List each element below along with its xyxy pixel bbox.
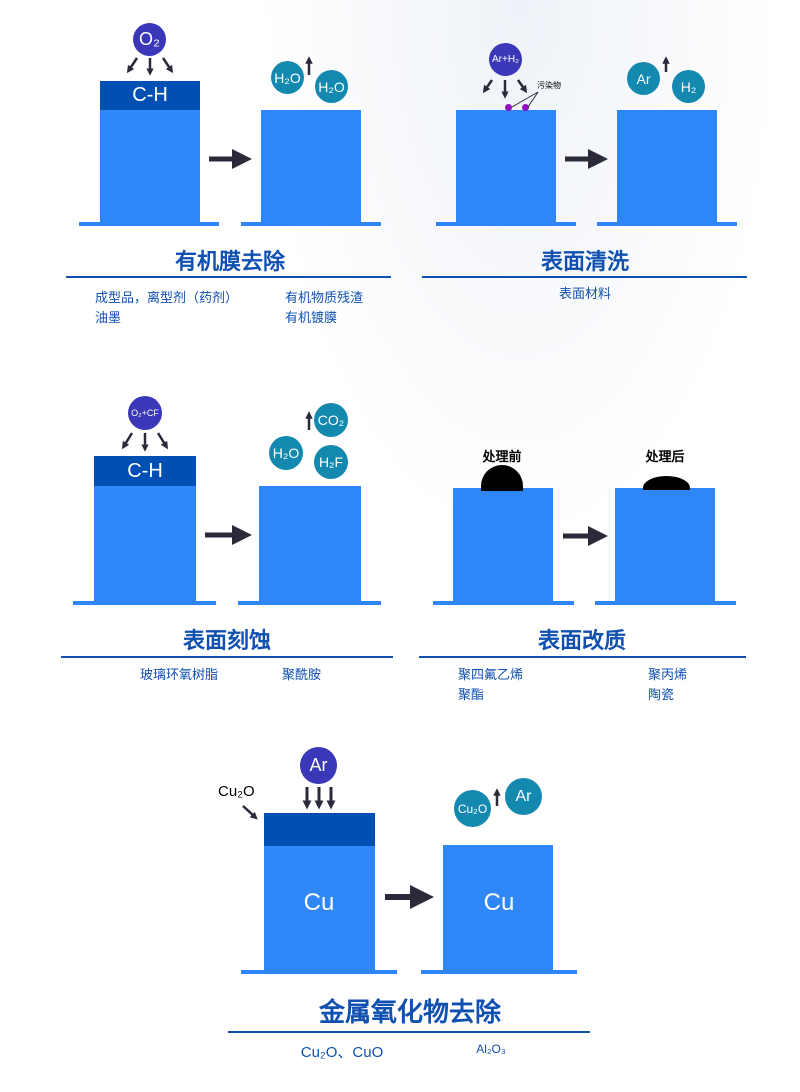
- reactant-molecule: O₂: [133, 23, 166, 56]
- film-layer: C-H: [100, 81, 200, 110]
- reactant-molecule: Ar+H₂: [489, 43, 522, 76]
- contaminant-dot: [505, 104, 512, 111]
- material-item: 聚丙烯: [648, 667, 688, 682]
- divider: [61, 656, 393, 658]
- product-molecule: Cu₂O: [454, 790, 491, 827]
- divider: [66, 276, 391, 278]
- base-line: [436, 222, 576, 226]
- material-item: 有机物质残渣: [285, 290, 364, 305]
- substrate-label: Cu: [303, 889, 335, 916]
- base-line: [421, 970, 577, 974]
- product-molecule: H₂: [672, 70, 705, 103]
- contaminant-dot: [522, 104, 529, 111]
- before-label: 处理前: [482, 449, 522, 464]
- substrate-block: [264, 846, 375, 971]
- substrate-block: [94, 486, 196, 602]
- droplet-after: [643, 476, 690, 490]
- pointer-line: [511, 91, 539, 108]
- substrate-block: [617, 110, 717, 223]
- oxide-layer: [264, 813, 375, 846]
- base-line: [597, 222, 737, 226]
- material-item: 油墨: [95, 310, 122, 325]
- substrate-block: [615, 488, 715, 602]
- material-item: 聚酰胺: [282, 667, 322, 682]
- down-arrow-icon: [482, 79, 494, 94]
- base-line: [238, 601, 381, 605]
- product-molecule: H₂O: [271, 61, 304, 94]
- panel-title: 表面刻蚀: [182, 628, 272, 653]
- product-molecule: Ar: [627, 62, 660, 95]
- base-line: [241, 970, 397, 974]
- reactant-molecule: O₂+CF: [128, 396, 162, 430]
- material-item: Al₂O₃: [476, 1042, 506, 1056]
- divider: [228, 1031, 590, 1033]
- down-arrow-icon: [156, 432, 168, 450]
- material-item: 聚酯: [458, 687, 485, 702]
- oxide-label: Cu₂O: [218, 783, 255, 800]
- panel-title: 表面改质: [537, 628, 627, 653]
- substrate-label: Cu: [483, 889, 515, 916]
- down-arrow-icon: [122, 432, 134, 450]
- down-arrow-icon: [126, 57, 139, 74]
- product-molecule: H₂O: [315, 70, 348, 103]
- divider: [419, 656, 746, 658]
- substrate-block: [443, 845, 553, 971]
- base-line: [241, 222, 381, 226]
- material-item: 聚四氟乙烯: [458, 667, 524, 682]
- substrate-block: [100, 110, 200, 223]
- panel-title: 表面清洗: [540, 249, 630, 274]
- product-molecule: Ar: [505, 778, 542, 815]
- substrate-block: [456, 110, 556, 223]
- down-arrow-icon: [516, 79, 528, 94]
- divider: [422, 276, 747, 278]
- panel-title: 金属氧化物去除: [318, 997, 502, 1027]
- material-item: 有机镀膜: [285, 310, 338, 325]
- base-line: [79, 222, 219, 226]
- material-item: 陶瓷: [648, 687, 675, 702]
- substrate-block: [261, 110, 361, 223]
- panel-title: 有机膜去除: [174, 249, 286, 274]
- after-label: 处理后: [645, 449, 685, 464]
- material-item: 玻璃环氧树脂: [140, 667, 219, 682]
- product-molecule: H₂O: [269, 436, 303, 470]
- contaminant-label: 污染物: [537, 81, 561, 90]
- film-layer: C-H: [94, 456, 196, 486]
- material-item: 成型品，离型剂（药剂）: [95, 290, 239, 305]
- product-molecule: CO₂: [314, 403, 348, 437]
- substrate-block: [259, 486, 361, 602]
- reactant-molecule: Ar: [300, 747, 337, 784]
- material-item: 表面材料: [558, 286, 612, 301]
- base-line: [595, 601, 736, 605]
- substrate-block: [453, 488, 553, 602]
- down-arrow-icon: [161, 57, 174, 74]
- base-line: [73, 601, 216, 605]
- material-item: Cu₂O、CuO: [300, 1044, 384, 1061]
- product-molecule: H₂F: [314, 445, 348, 479]
- base-line: [433, 601, 574, 605]
- pointer-arrow-icon: [242, 805, 258, 820]
